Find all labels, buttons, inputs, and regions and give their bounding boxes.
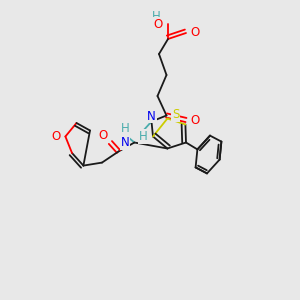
Text: O: O	[190, 113, 200, 127]
Text: O: O	[190, 26, 200, 40]
Text: O: O	[98, 129, 107, 142]
Text: N: N	[147, 110, 156, 123]
Text: H: H	[152, 10, 160, 23]
Text: O: O	[154, 17, 163, 31]
Text: S: S	[172, 108, 179, 122]
Text: N: N	[120, 136, 129, 149]
Text: H: H	[121, 122, 130, 135]
Text: O: O	[52, 130, 61, 143]
Text: H: H	[139, 130, 148, 143]
